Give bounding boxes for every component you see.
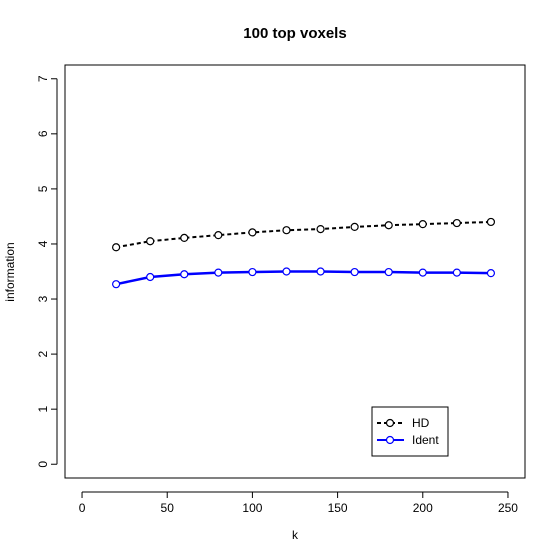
data-point [486, 269, 496, 278]
data-point [146, 272, 155, 282]
data-point [214, 231, 223, 240]
data-point [350, 222, 359, 231]
series-line [115, 270, 491, 286]
x-tick-label: 100 [242, 501, 262, 515]
series-layer [112, 217, 496, 289]
data-point [384, 221, 393, 230]
data-point [384, 267, 393, 277]
y-tick-label: 5 [36, 185, 50, 192]
series-ident [112, 267, 496, 289]
data-point [418, 268, 427, 277]
data-point [146, 237, 155, 246]
data-point [112, 243, 121, 252]
plot-frame [64, 64, 526, 479]
data-point [282, 267, 291, 276]
x-tick-label: 250 [498, 501, 518, 515]
legend-label: HD [412, 416, 430, 430]
y-tick-label: 6 [36, 130, 50, 137]
data-point [248, 228, 257, 237]
y-tick-label: 1 [36, 406, 50, 413]
data-point [452, 218, 461, 228]
data-point [316, 267, 325, 276]
data-point [350, 267, 359, 277]
chart-title: 100 top voxels [243, 25, 346, 42]
data-point [418, 220, 427, 229]
legend-marker [385, 418, 395, 428]
y-tick-label: 4 [36, 240, 50, 247]
data-point [486, 217, 496, 227]
data-point [180, 270, 189, 279]
data-point [180, 233, 189, 243]
x-tick-label: 50 [161, 501, 175, 515]
data-point [248, 267, 257, 277]
x-tick-label: 150 [328, 501, 348, 515]
legend-marker [385, 435, 395, 445]
series-line [115, 220, 491, 249]
y-tick-label: 0 [36, 461, 50, 468]
data-point [214, 268, 223, 277]
series-hd [112, 217, 496, 252]
x-tick-label: 0 [79, 501, 86, 515]
legend: HD Ident [371, 406, 449, 457]
data-point [282, 226, 291, 235]
x-tick-label: 200 [413, 501, 433, 515]
x-axis-label: k [292, 528, 299, 542]
legend-label: Ident [412, 433, 439, 447]
data-point [112, 280, 121, 289]
data-point [316, 224, 325, 234]
legend-box [371, 406, 449, 457]
data-point [452, 268, 461, 277]
y-axis-label: information [3, 242, 17, 301]
y-tick-label: 3 [36, 295, 50, 302]
y-tick-label: 7 [36, 75, 50, 82]
y-tick-label: 2 [36, 350, 50, 357]
axes: 0 50 100 150 200 250 0 1 2 3 4 5 6 7 [36, 75, 518, 515]
